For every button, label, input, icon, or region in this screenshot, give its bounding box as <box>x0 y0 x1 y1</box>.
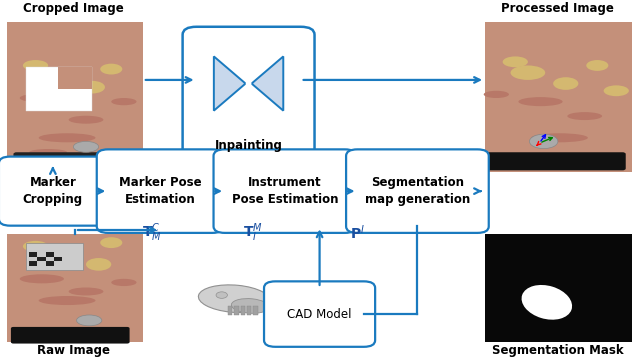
Ellipse shape <box>20 93 64 102</box>
Ellipse shape <box>68 116 104 124</box>
Text: Instrument
Pose Estimation: Instrument Pose Estimation <box>232 176 338 206</box>
FancyBboxPatch shape <box>11 327 129 344</box>
Ellipse shape <box>529 134 558 149</box>
Polygon shape <box>214 56 244 111</box>
Text: $\mathbf{T}_I^M$: $\mathbf{T}_I^M$ <box>243 221 262 244</box>
Text: Segmentation
map generation: Segmentation map generation <box>365 176 470 206</box>
Ellipse shape <box>604 85 629 96</box>
Text: Inpainting: Inpainting <box>214 139 282 152</box>
Text: Processed Image: Processed Image <box>501 2 614 15</box>
FancyBboxPatch shape <box>0 157 107 226</box>
Ellipse shape <box>37 246 72 261</box>
Bar <box>234 306 239 315</box>
FancyBboxPatch shape <box>26 67 92 111</box>
Ellipse shape <box>23 241 48 252</box>
Ellipse shape <box>484 91 509 98</box>
Ellipse shape <box>37 69 72 84</box>
Ellipse shape <box>20 274 64 283</box>
Ellipse shape <box>100 237 122 248</box>
Ellipse shape <box>68 287 104 295</box>
Bar <box>7 233 143 342</box>
Ellipse shape <box>74 142 99 152</box>
Bar <box>45 252 54 257</box>
FancyBboxPatch shape <box>264 281 375 347</box>
Ellipse shape <box>38 296 95 305</box>
Text: Marker Pose
Estimation: Marker Pose Estimation <box>119 176 202 206</box>
Ellipse shape <box>80 81 105 93</box>
Ellipse shape <box>86 258 111 271</box>
FancyBboxPatch shape <box>214 150 356 233</box>
Bar <box>58 67 92 89</box>
FancyBboxPatch shape <box>487 152 626 171</box>
Ellipse shape <box>518 97 563 106</box>
Ellipse shape <box>111 98 136 105</box>
Bar <box>485 233 632 342</box>
Ellipse shape <box>553 77 579 90</box>
Bar <box>485 22 632 172</box>
Polygon shape <box>252 56 284 111</box>
Ellipse shape <box>38 133 95 142</box>
Text: Segmentation Mask: Segmentation Mask <box>492 344 623 357</box>
Ellipse shape <box>232 299 269 313</box>
Bar <box>228 306 232 315</box>
Ellipse shape <box>522 285 572 320</box>
FancyBboxPatch shape <box>346 150 489 233</box>
Ellipse shape <box>586 60 609 71</box>
Bar <box>26 243 83 270</box>
Ellipse shape <box>216 292 227 298</box>
Ellipse shape <box>567 112 602 120</box>
Text: CAD Model: CAD Model <box>287 308 352 321</box>
Text: Raw Image: Raw Image <box>37 344 110 357</box>
Ellipse shape <box>198 285 270 312</box>
Bar <box>45 261 54 266</box>
Bar <box>7 22 143 172</box>
Bar <box>29 252 37 257</box>
Text: Marker
Cropping: Marker Cropping <box>23 176 83 206</box>
Bar <box>37 257 45 261</box>
Bar <box>247 306 252 315</box>
Text: $\mathbf{T}_M^C$: $\mathbf{T}_M^C$ <box>141 221 161 244</box>
FancyBboxPatch shape <box>97 150 223 233</box>
Text: $\mathbf{P}^I$: $\mathbf{P}^I$ <box>350 223 365 242</box>
Bar <box>253 306 258 315</box>
Ellipse shape <box>502 56 528 67</box>
Ellipse shape <box>23 60 48 71</box>
Ellipse shape <box>77 315 102 326</box>
Bar <box>54 257 62 261</box>
Ellipse shape <box>111 279 136 286</box>
FancyBboxPatch shape <box>13 152 115 171</box>
FancyBboxPatch shape <box>182 27 314 173</box>
Text: Cropped Image: Cropped Image <box>23 2 124 15</box>
Ellipse shape <box>531 133 588 142</box>
Bar <box>241 306 245 315</box>
Ellipse shape <box>29 149 67 156</box>
Ellipse shape <box>100 64 122 75</box>
Bar <box>29 261 37 266</box>
Ellipse shape <box>511 66 545 80</box>
